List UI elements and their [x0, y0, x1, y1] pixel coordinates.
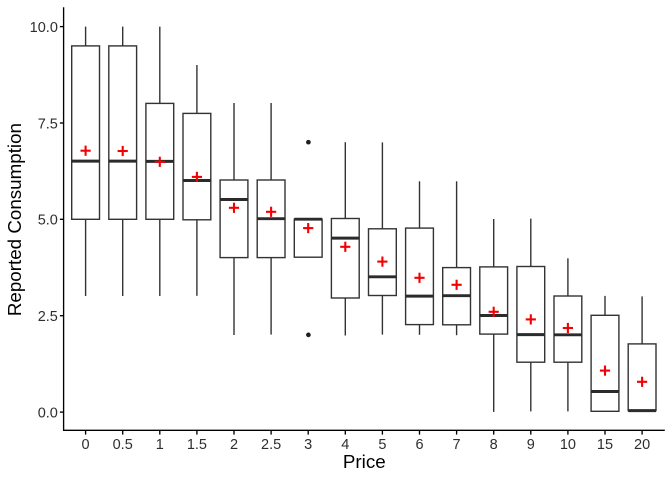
- svg-text:7.5: 7.5: [38, 116, 58, 132]
- svg-text:9: 9: [527, 437, 535, 453]
- svg-text:Reported Consumption: Reported Consumption: [4, 123, 25, 316]
- svg-text:0: 0: [82, 437, 90, 453]
- svg-text:20: 20: [634, 437, 650, 453]
- svg-text:5.0: 5.0: [38, 213, 58, 229]
- svg-text:4: 4: [341, 437, 349, 453]
- svg-text:0.5: 0.5: [113, 437, 133, 453]
- svg-text:8: 8: [490, 437, 498, 453]
- svg-text:3: 3: [304, 437, 312, 453]
- svg-text:1.5: 1.5: [187, 437, 207, 453]
- svg-text:5: 5: [378, 437, 386, 453]
- svg-text:15: 15: [597, 437, 613, 453]
- svg-text:6: 6: [415, 437, 423, 453]
- svg-text:2.5: 2.5: [38, 309, 58, 325]
- svg-text:2.5: 2.5: [261, 437, 281, 453]
- svg-text:0.0: 0.0: [38, 406, 58, 422]
- svg-text:1: 1: [156, 437, 164, 453]
- svg-text:10: 10: [560, 437, 576, 453]
- svg-text:2: 2: [230, 437, 238, 453]
- svg-text:10.0: 10.0: [30, 20, 58, 36]
- svg-text:7: 7: [453, 437, 461, 453]
- svg-text:Price: Price: [343, 451, 386, 472]
